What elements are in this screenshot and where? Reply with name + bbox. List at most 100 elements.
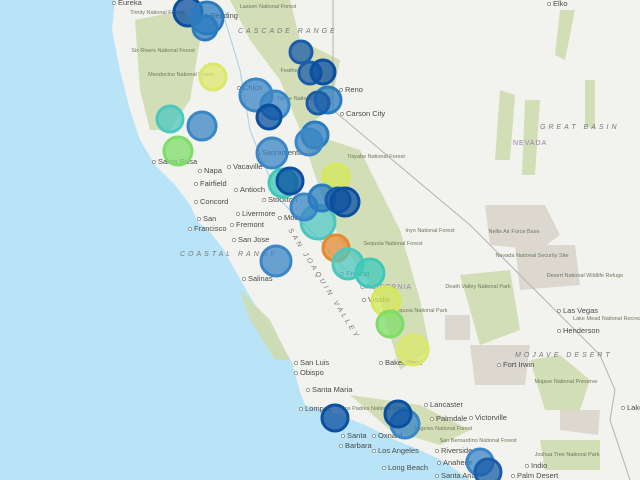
- station-marker[interactable]: [329, 186, 361, 218]
- area-label: Six Rivers National Forest: [131, 48, 195, 54]
- area-label: Nellis Air Force Base: [488, 229, 539, 235]
- station-marker[interactable]: [259, 244, 293, 278]
- city-dot: [194, 200, 198, 204]
- city-label: Francisco: [194, 224, 227, 233]
- city-dot: [152, 160, 156, 164]
- station-marker[interactable]: [275, 166, 305, 196]
- area-label: Mendocino National Forest: [148, 72, 214, 78]
- city-dot: [382, 466, 386, 470]
- city-dot: [362, 298, 366, 302]
- area-label: Mojave National Preserve: [535, 379, 598, 385]
- city-label: Palm Desert: [517, 471, 559, 480]
- city-dot: [430, 417, 434, 421]
- city-label: Napa: [204, 166, 223, 175]
- city-dot: [372, 449, 376, 453]
- city-label: Victorville: [475, 413, 507, 422]
- city-label: San Luis: [300, 358, 329, 367]
- city-dot: [230, 223, 234, 227]
- city-label: Barbara: [345, 441, 373, 450]
- station-marker[interactable]: [294, 127, 324, 157]
- city-dot: [469, 416, 473, 420]
- city-label: Eureka: [118, 0, 143, 7]
- city-label: Indio: [531, 461, 547, 470]
- city-label: San Jose: [238, 235, 269, 244]
- city-label: Santa Maria: [312, 385, 353, 394]
- city-dot: [339, 444, 343, 448]
- station-marker[interactable]: [396, 333, 430, 367]
- area-label: Angeles National Forest: [414, 426, 473, 432]
- city-dot: [435, 449, 439, 453]
- city-label: Elko: [553, 0, 568, 8]
- city-dot: [232, 238, 236, 242]
- area-label: Los Padres National Forest: [342, 406, 409, 412]
- city-label: Palmdale: [436, 414, 467, 423]
- region-label: MOJAVE DESERT: [515, 352, 613, 359]
- station-marker[interactable]: [320, 403, 350, 433]
- city-label: Santa: [347, 431, 367, 440]
- city-dot: [372, 434, 376, 438]
- region-label: COASTAL RANGE: [180, 251, 278, 258]
- city-dot: [194, 182, 198, 186]
- area-label: San Bernardino National Forest: [439, 438, 517, 444]
- city-label: Vacaville: [233, 162, 262, 171]
- area-label: Joshua Tree National Park: [535, 452, 600, 458]
- city-dot: [294, 361, 298, 365]
- station-marker[interactable]: [288, 39, 314, 65]
- area-label: Tahoe National Forest: [277, 96, 331, 102]
- area-label: Nevada National Security Site: [495, 253, 568, 259]
- area-label: Sequoia National Park: [393, 308, 448, 314]
- station-marker[interactable]: [473, 457, 503, 480]
- city-dot: [188, 227, 192, 231]
- city-label: Concord: [200, 197, 228, 206]
- city-label: Antioch: [240, 185, 265, 194]
- area-label: Inyo National Forest: [405, 228, 455, 234]
- area-label: Trinity National Forest: [130, 10, 184, 16]
- city-dot: [424, 403, 428, 407]
- station-marker[interactable]: [375, 309, 405, 339]
- city-label: Anaheim: [443, 458, 473, 467]
- city-dot: [198, 169, 202, 173]
- station-marker[interactable]: [191, 14, 219, 42]
- station-marker[interactable]: [255, 136, 289, 170]
- area-label: Feather: [281, 68, 300, 74]
- city-label: Lake Havasu City: [627, 403, 640, 412]
- station-marker[interactable]: [186, 110, 218, 142]
- city-label: Santa Ana: [441, 471, 476, 480]
- city-dot: [242, 277, 246, 281]
- station-marker[interactable]: [305, 90, 331, 116]
- city-dot: [547, 2, 551, 6]
- city-dot: [511, 474, 515, 478]
- city-label: Reno: [345, 85, 363, 94]
- area-label: Death Valley National Park: [445, 284, 511, 290]
- city-label: Salinas: [248, 274, 273, 283]
- region-label: CASCADE RANGE: [238, 28, 338, 35]
- city-dot: [339, 88, 343, 92]
- city-label: Livermore: [242, 209, 275, 218]
- city-dot: [621, 406, 625, 410]
- station-marker[interactable]: [354, 257, 386, 289]
- station-marker[interactable]: [162, 135, 194, 167]
- city-dot: [299, 407, 303, 411]
- station-markers: [155, 0, 503, 480]
- city-label: Obispo: [300, 368, 324, 377]
- city-dot: [278, 216, 282, 220]
- station-marker[interactable]: [198, 62, 228, 92]
- station-marker[interactable]: [309, 58, 337, 86]
- city-dot: [497, 363, 501, 367]
- city-label: Las Vegas: [563, 306, 598, 315]
- city-dot: [435, 474, 439, 478]
- station-marker[interactable]: [383, 399, 413, 429]
- city-label: Henderson: [563, 326, 600, 335]
- city-dot: [236, 212, 240, 216]
- station-marker[interactable]: [155, 104, 185, 134]
- city-dot: [557, 329, 561, 333]
- station-marker[interactable]: [255, 103, 283, 131]
- city-dot: [341, 434, 345, 438]
- city-dot: [227, 165, 231, 169]
- area-label: Desert National Wildlife Refuge: [547, 273, 623, 279]
- city-dot: [557, 309, 561, 313]
- city-label: Fort Irwin: [503, 360, 534, 369]
- city-dot: [306, 388, 310, 392]
